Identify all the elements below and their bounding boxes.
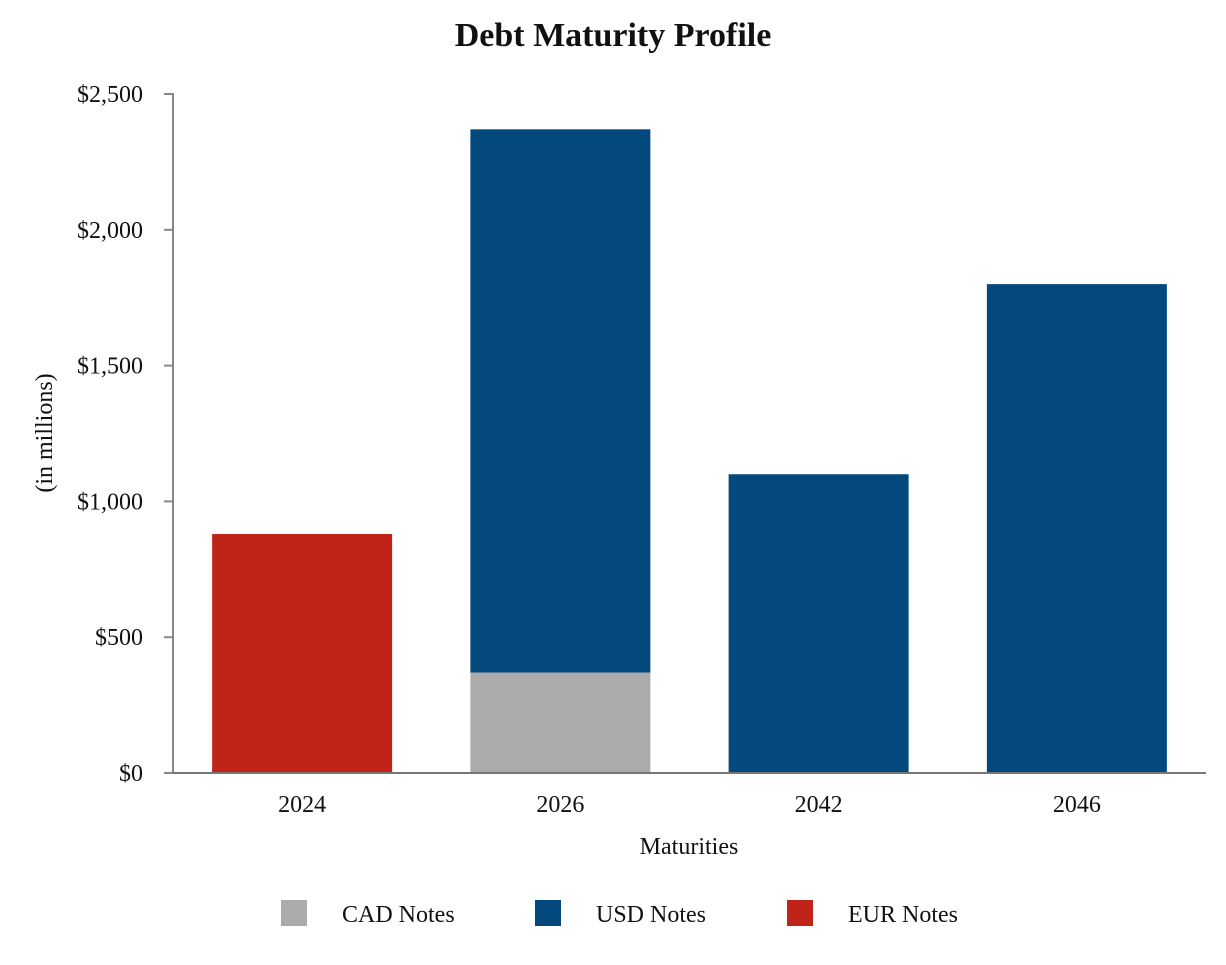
bars [212,129,1167,773]
legend-label-cad-notes: CAD Notes [342,902,455,928]
bar-usd-notes-2026 [470,129,651,673]
y-axis-ticks: $0 $500 $1,000 $1,500 $2,000 $2,500 [77,82,173,787]
legend: CAD Notes USD Notes EUR Notes [281,900,958,928]
y-tick-label: $0 [119,761,143,787]
bar-usd-notes-2042 [728,474,909,773]
x-axis-ticks: 2024 2026 2042 2046 [278,792,1101,818]
y-tick-label: $1,000 [77,489,143,515]
y-tick-label: $500 [95,625,143,651]
legend-label-usd-notes: USD Notes [596,902,706,928]
bar-eur-notes-2024 [212,533,393,773]
x-axis-label: Maturities [640,834,739,860]
y-tick-label: $2,500 [77,82,143,108]
y-axis-label: (in millions) [32,373,58,492]
y-tick-label: $2,000 [77,218,143,244]
chart-title: Debt Maturity Profile [455,17,772,54]
x-tick-label: 2046 [1053,792,1101,818]
bar-usd-notes-2046 [986,284,1167,773]
bar-cad-notes-2026 [470,672,651,773]
legend-swatch-eur-notes [787,900,813,926]
legend-swatch-cad-notes [281,900,307,926]
x-tick-label: 2026 [536,792,584,818]
legend-label-eur-notes: EUR Notes [848,902,958,928]
x-tick-label: 2024 [278,792,326,818]
y-tick-label: $1,500 [77,354,143,380]
x-tick-label: 2042 [795,792,843,818]
legend-swatch-usd-notes [535,900,561,926]
